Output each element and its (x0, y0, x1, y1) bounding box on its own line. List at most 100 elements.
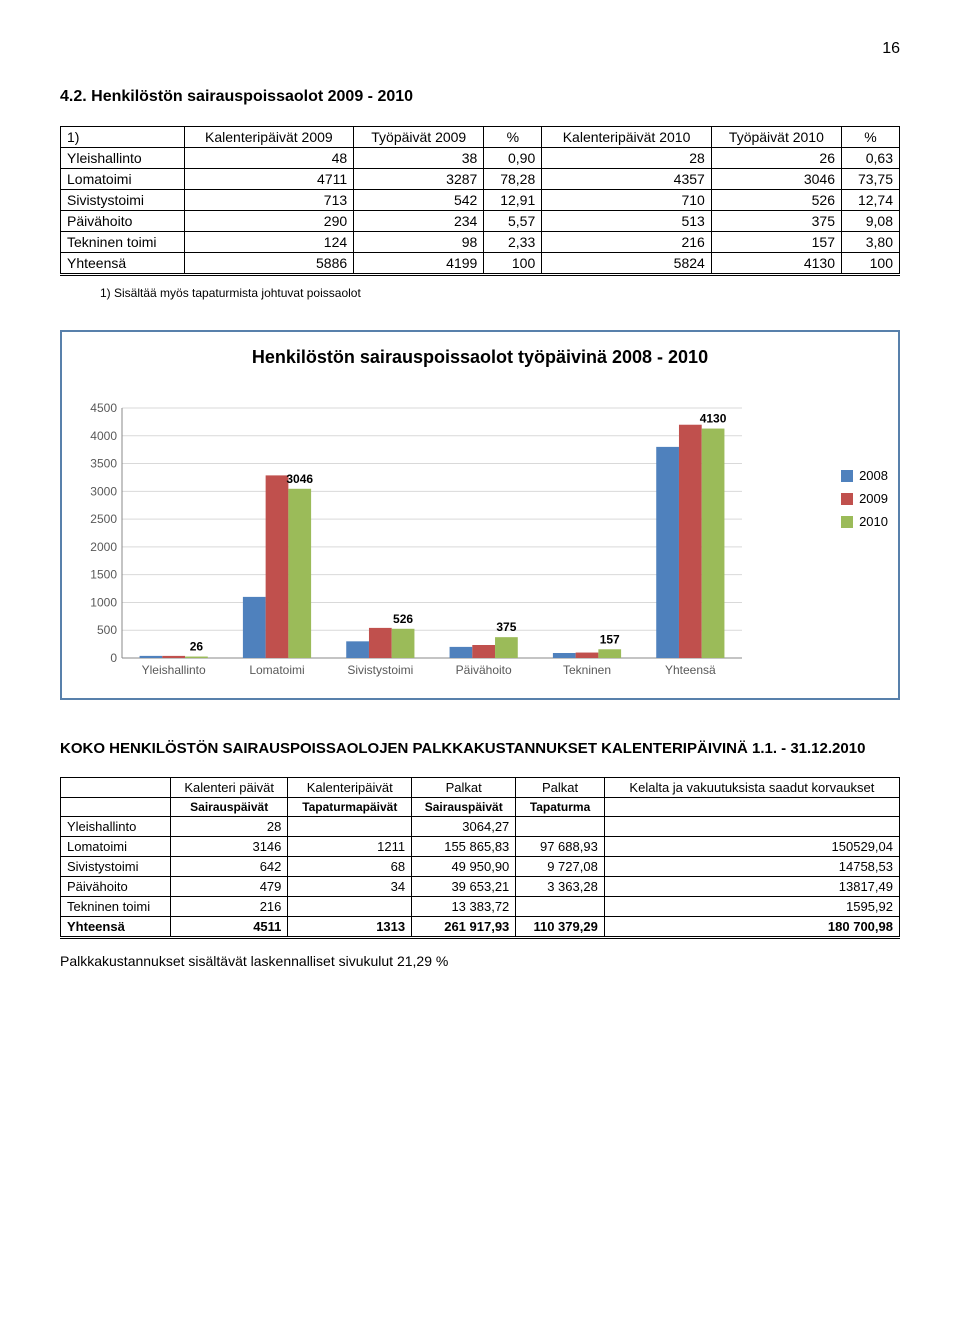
cell: 73,75 (842, 169, 900, 190)
cell: 0,63 (842, 148, 900, 169)
table-sairauspoissaolot: 1)Kalenteripäivät 2009Työpäivät 2009%Kal… (60, 126, 900, 276)
svg-text:4000: 4000 (90, 429, 117, 443)
cell: Yleishallinto (61, 148, 185, 169)
cell: 124 (184, 232, 354, 253)
cell: Yhteensä (61, 253, 185, 275)
section-title: 4.2. Henkilöstön sairauspoissaolot 2009 … (60, 88, 900, 106)
svg-text:4500: 4500 (90, 401, 117, 415)
col-header (61, 778, 171, 798)
svg-text:526: 526 (393, 612, 413, 626)
col-header: Kalenteri päivät (170, 778, 287, 798)
cell: 261 917,93 (412, 917, 516, 938)
cell: Tekninen toimi (61, 897, 171, 917)
cell: 14758,53 (604, 857, 899, 877)
col-header: Palkat (412, 778, 516, 798)
cell: 48 (184, 148, 354, 169)
cell: 34 (288, 877, 412, 897)
legend-item: 2008 (841, 468, 888, 483)
legend-label: 2010 (859, 514, 888, 529)
svg-text:1000: 1000 (90, 595, 117, 609)
cell: 150529,04 (604, 837, 899, 857)
sub-header: Sairauspäivät (412, 798, 516, 817)
svg-text:Yhteensä: Yhteensä (665, 663, 716, 677)
svg-text:3046: 3046 (286, 472, 313, 486)
cell: 3,80 (842, 232, 900, 253)
legend-swatch (841, 493, 853, 505)
col-header: % (484, 127, 542, 148)
cell: 26 (711, 148, 841, 169)
cell: Yleishallinto (61, 817, 171, 837)
table-palkkakustannukset: Kalenteri päivätKalenteripäivätPalkatPal… (60, 777, 900, 939)
page-number: 16 (60, 40, 900, 58)
col-header: Kalenteripäivät 2009 (184, 127, 354, 148)
table-row: Yleishallinto28 3064,27 (61, 817, 900, 837)
cell: 5886 (184, 253, 354, 275)
cell (516, 817, 605, 837)
cell: 180 700,98 (604, 917, 899, 938)
cell: 4511 (170, 917, 287, 938)
cell: 3064,27 (412, 817, 516, 837)
svg-text:1500: 1500 (90, 568, 117, 582)
cell: 290 (184, 211, 354, 232)
cell: 542 (354, 190, 484, 211)
cell: 3146 (170, 837, 287, 857)
cell: Päivähoito (61, 211, 185, 232)
col-header: Kalenteripäivät (288, 778, 412, 798)
cell: 100 (484, 253, 542, 275)
svg-text:3500: 3500 (90, 457, 117, 471)
cell: Sivistystoimi (61, 857, 171, 877)
footnote: Palkkakustannukset sisältävät laskennall… (60, 953, 900, 969)
table-row: Tekninen toimi21613 383,721595,92 (61, 897, 900, 917)
cell: 13817,49 (604, 877, 899, 897)
col-header: Työpäivät 2010 (711, 127, 841, 148)
cell: 234 (354, 211, 484, 232)
svg-text:Tekninen: Tekninen (563, 663, 611, 677)
table-row: Päivähoito2902345,575133759,08 (61, 211, 900, 232)
table-row: Lomatoimi4711328778,284357304673,75 (61, 169, 900, 190)
cell: 1313 (288, 917, 412, 938)
cell: 49 950,90 (412, 857, 516, 877)
table-row: Sivistystoimi71354212,9171052612,74 (61, 190, 900, 211)
legend-label: 2008 (859, 468, 888, 483)
cell: 2,33 (484, 232, 542, 253)
svg-text:3000: 3000 (90, 484, 117, 498)
cell: 710 (542, 190, 712, 211)
cell: 4199 (354, 253, 484, 275)
svg-text:0: 0 (110, 651, 117, 665)
cell: 513 (542, 211, 712, 232)
svg-text:157: 157 (600, 632, 620, 646)
chart-container: Henkilöstön sairauspoissaolot työpäivinä… (60, 330, 900, 700)
table-note: 1) Sisältää myös tapaturmista johtuvat p… (100, 286, 900, 300)
cell: 97 688,93 (516, 837, 605, 857)
sub-header: Tapaturmapäivät (288, 798, 412, 817)
cell: Lomatoimi (61, 837, 171, 857)
cell: Sivistystoimi (61, 190, 185, 211)
cell: 4711 (184, 169, 354, 190)
sub-header: Tapaturma (516, 798, 605, 817)
cell: 155 865,83 (412, 837, 516, 857)
col-header: Palkat (516, 778, 605, 798)
cell: 713 (184, 190, 354, 211)
cell: 157 (711, 232, 841, 253)
table-row: Yleishallinto48380,9028260,63 (61, 148, 900, 169)
cell: 38 (354, 148, 484, 169)
cell: 13 383,72 (412, 897, 516, 917)
cell: 216 (170, 897, 287, 917)
sub-header: Sairauspäivät (170, 798, 287, 817)
svg-text:26: 26 (190, 640, 204, 654)
svg-text:Yleishallinto: Yleishallinto (142, 663, 206, 677)
cell: 68 (288, 857, 412, 877)
cell: 0,90 (484, 148, 542, 169)
cell: 12,74 (842, 190, 900, 211)
col-header: Kalenteripäivät 2010 (542, 127, 712, 148)
legend-item: 2009 (841, 491, 888, 506)
chart-title: Henkilöstön sairauspoissaolot työpäivinä… (72, 347, 888, 368)
cell: 78,28 (484, 169, 542, 190)
svg-text:4130: 4130 (700, 412, 727, 426)
sub-header (61, 798, 171, 817)
cell: 9,08 (842, 211, 900, 232)
cell: 28 (170, 817, 287, 837)
cell: 3287 (354, 169, 484, 190)
cell: 1211 (288, 837, 412, 857)
svg-text:500: 500 (97, 623, 117, 637)
